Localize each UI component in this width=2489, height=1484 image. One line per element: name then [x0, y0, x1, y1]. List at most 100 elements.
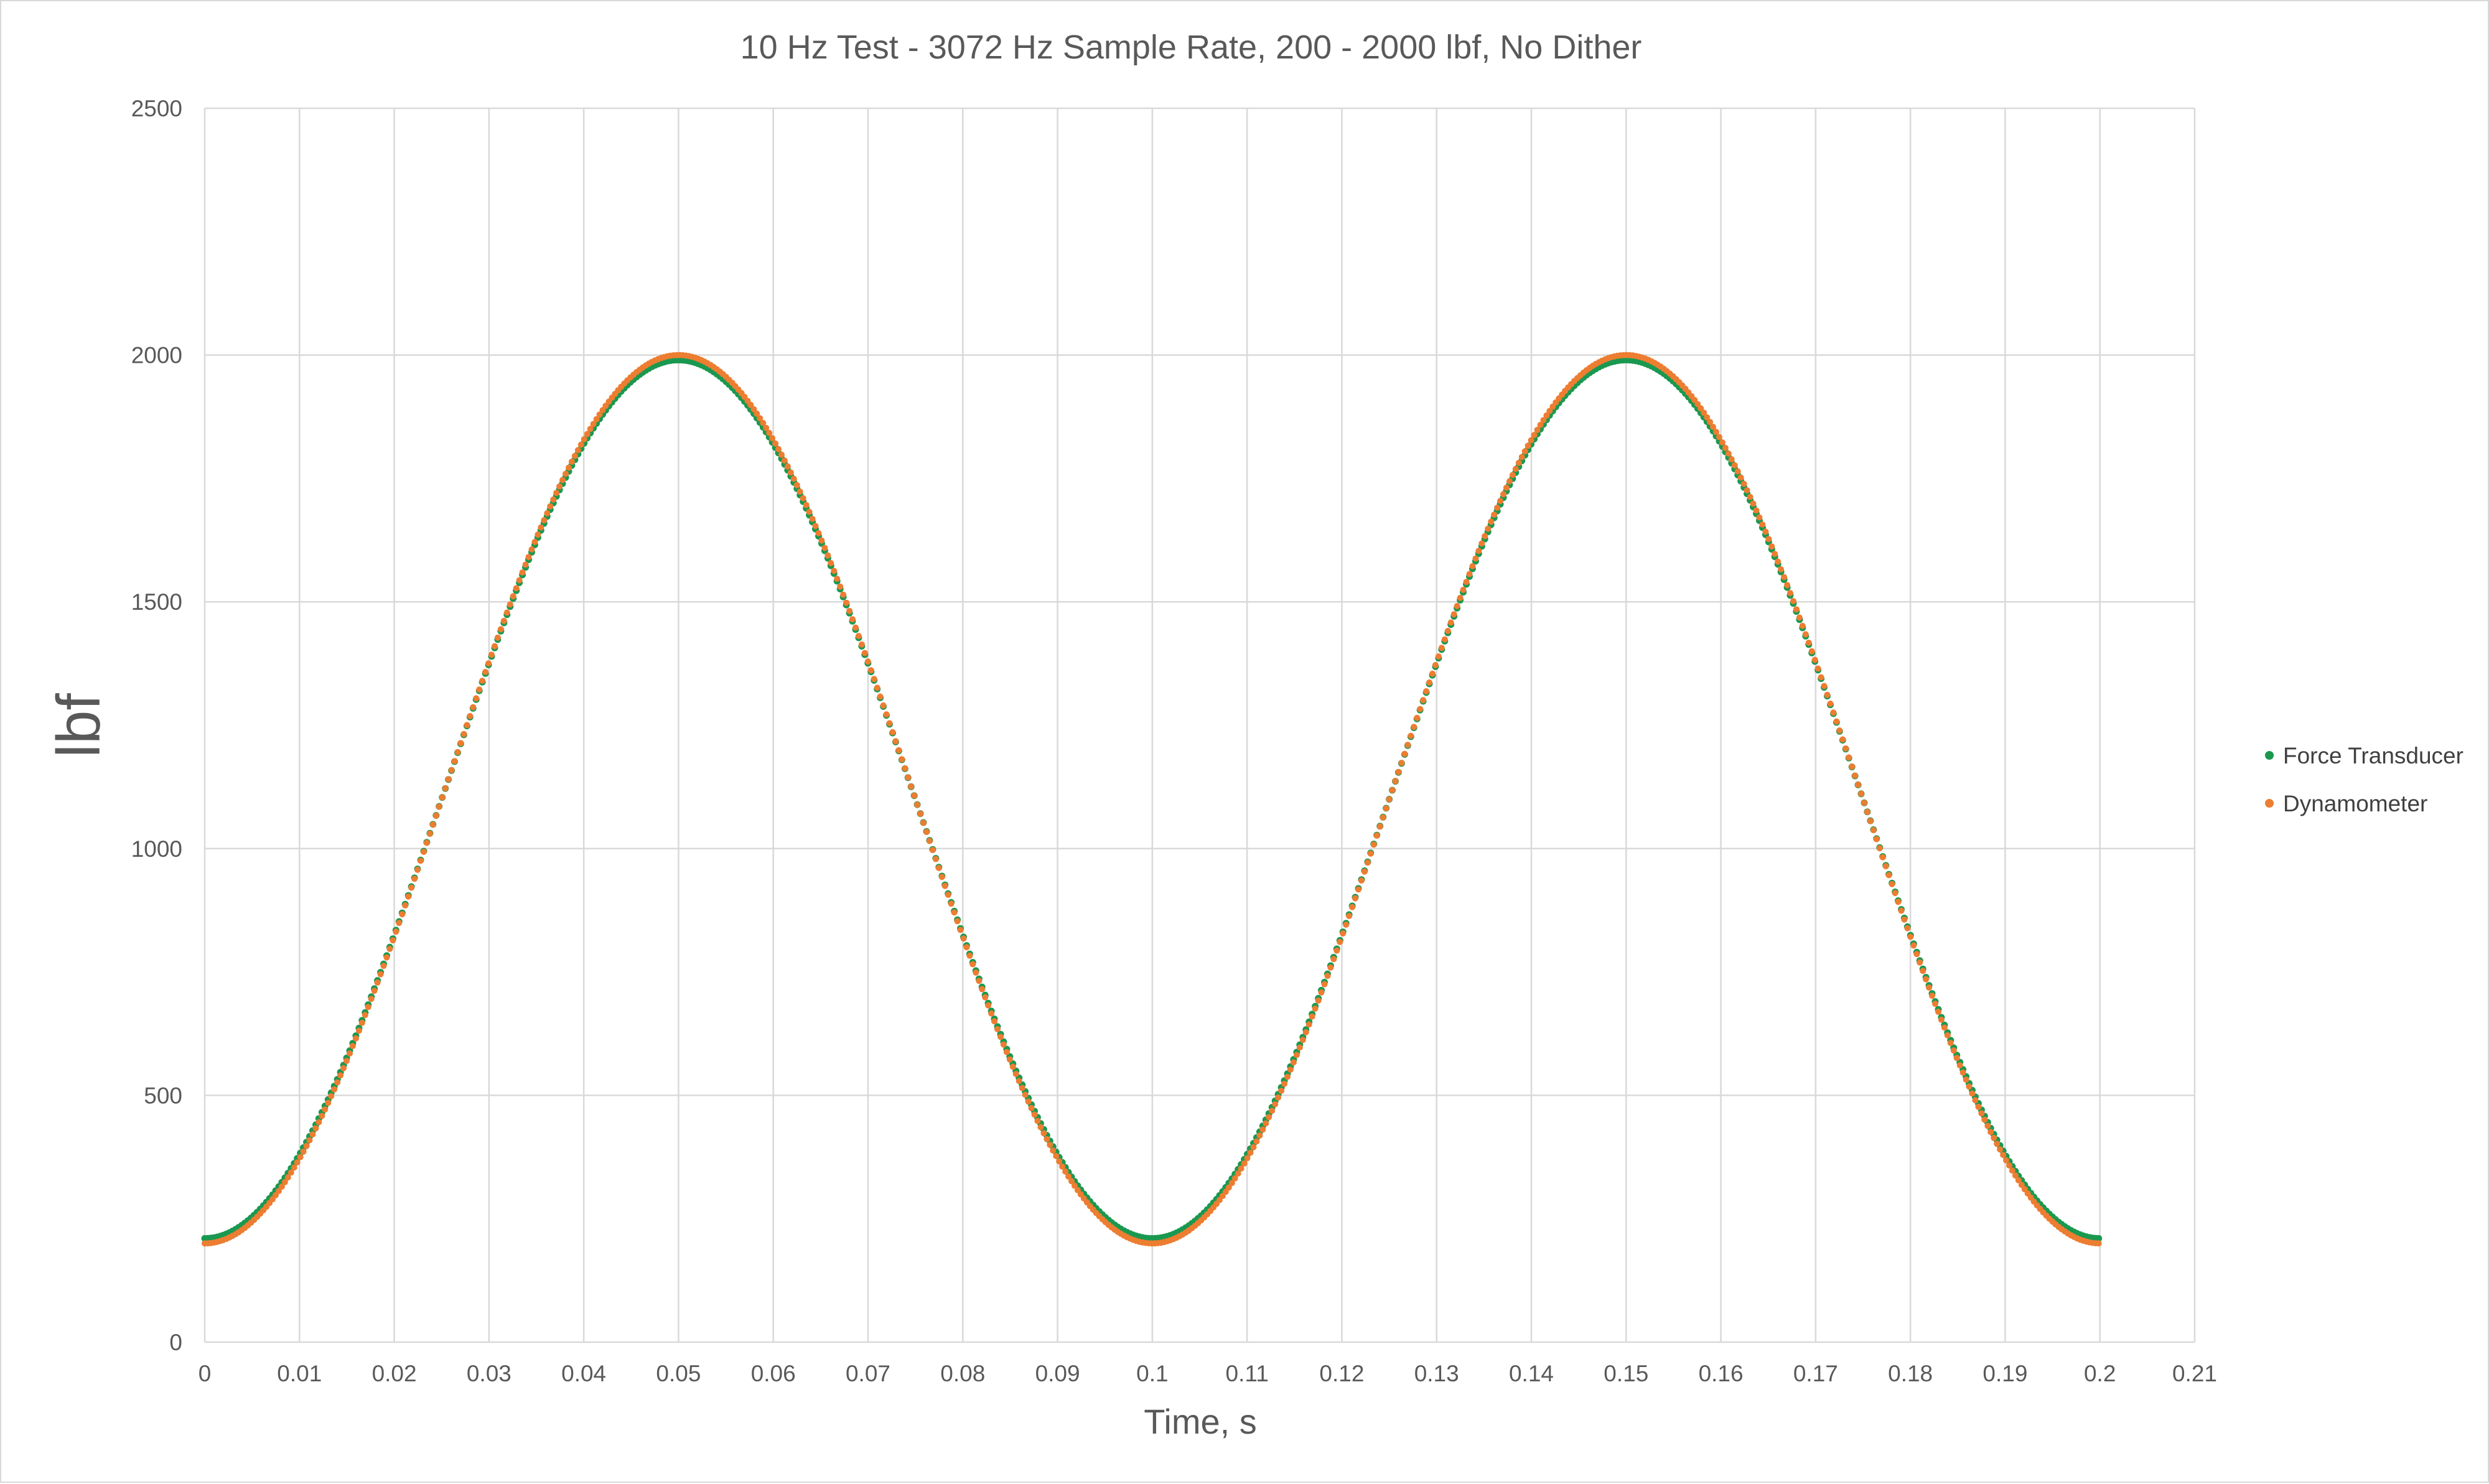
data-point	[932, 856, 939, 862]
data-point	[319, 1113, 325, 1119]
data-point	[1318, 989, 1325, 996]
data-point	[402, 902, 409, 909]
data-point	[1525, 442, 1531, 449]
data-point	[1022, 1091, 1029, 1098]
data-point	[312, 1125, 319, 1132]
data-point	[1238, 1165, 1244, 1172]
data-point	[1059, 1163, 1066, 1170]
data-point	[429, 821, 436, 828]
data-point	[796, 488, 803, 495]
data-point	[1426, 679, 1432, 686]
data-point	[803, 502, 810, 508]
data-point	[1540, 417, 1547, 424]
data-point	[1935, 1009, 1941, 1015]
data-point	[1821, 683, 1828, 689]
data-point	[355, 1027, 362, 1034]
data-point	[969, 961, 976, 968]
data-point	[1266, 1114, 1273, 1121]
data-point	[476, 686, 483, 693]
data-point	[1938, 1016, 1945, 1023]
data-point	[1256, 1132, 1263, 1139]
data-point	[522, 561, 529, 568]
data-point	[895, 747, 902, 754]
data-point	[1787, 590, 1793, 597]
data-point	[482, 669, 489, 675]
data-point	[1003, 1048, 1010, 1055]
data-point	[1463, 579, 1470, 586]
data-point	[1846, 754, 1852, 761]
data-point	[948, 900, 955, 907]
y-tick-label: 1500	[131, 589, 182, 615]
data-point	[1716, 434, 1722, 441]
data-point	[1537, 421, 1544, 428]
x-tick-label: 0.04	[561, 1361, 606, 1386]
data-point	[1802, 631, 1809, 638]
y-tick-label: 2500	[131, 96, 182, 121]
data-point	[1312, 1006, 1319, 1012]
data-point	[1380, 814, 1386, 821]
data-point	[837, 583, 844, 590]
data-point	[754, 410, 760, 417]
data-point	[2012, 1172, 2019, 1179]
data-point	[1056, 1158, 1063, 1165]
data-point	[383, 954, 390, 961]
data-point	[1867, 818, 1874, 824]
y-tick-label: 2000	[131, 343, 182, 368]
data-point	[1713, 429, 1719, 436]
data-point	[1460, 587, 1467, 593]
data-point	[1346, 913, 1353, 920]
data-point	[1450, 611, 1457, 618]
x-tick-label: 0.03	[467, 1361, 511, 1386]
data-point	[380, 963, 387, 969]
data-point	[464, 722, 470, 729]
x-tick-label: 0.05	[656, 1361, 701, 1386]
data-point	[276, 1188, 282, 1195]
data-point	[1842, 745, 1849, 752]
data-point	[784, 463, 791, 470]
data-point	[1408, 732, 1414, 739]
data-point	[1349, 903, 1356, 910]
data-point	[966, 952, 973, 959]
data-point	[454, 749, 461, 755]
data-point	[1534, 426, 1541, 433]
data-point	[414, 866, 421, 873]
data-point	[2018, 1182, 2025, 1188]
data-point	[1543, 412, 1550, 419]
data-point	[581, 436, 587, 442]
data-point	[1722, 444, 1729, 451]
y-tick-label: 0	[169, 1330, 182, 1355]
data-point	[793, 482, 800, 488]
data-point	[1781, 574, 1788, 581]
data-point	[1247, 1149, 1254, 1156]
data-point	[1225, 1184, 1232, 1191]
data-point	[760, 419, 767, 426]
data-point	[806, 508, 813, 515]
data-point	[287, 1169, 294, 1176]
data-point	[1244, 1155, 1251, 1162]
data-point	[1398, 760, 1405, 767]
data-point	[818, 537, 825, 544]
data-point	[1231, 1175, 1238, 1182]
data-point	[1959, 1069, 1966, 1076]
x-tick-label: 0.13	[1414, 1361, 1459, 1386]
x-axis-title: Time, s	[1144, 1402, 1256, 1441]
data-point	[1784, 582, 1791, 589]
data-point	[1062, 1168, 1069, 1175]
data-point	[1737, 474, 1744, 481]
data-point	[1028, 1104, 1035, 1111]
data-point	[1950, 1047, 1957, 1054]
data-point	[763, 424, 770, 431]
data-point	[1768, 543, 1775, 550]
data-point	[1923, 976, 1930, 982]
data-point	[399, 911, 406, 918]
data-point	[315, 1119, 322, 1126]
data-point	[1972, 1097, 1979, 1104]
data-point	[1528, 437, 1534, 444]
data-point	[1947, 1040, 1954, 1047]
data-point	[599, 407, 606, 414]
data-point	[503, 609, 510, 616]
data-point	[1920, 968, 1926, 974]
data-point	[1031, 1111, 1038, 1118]
data-point	[1725, 450, 1732, 457]
data-point	[1756, 514, 1763, 521]
